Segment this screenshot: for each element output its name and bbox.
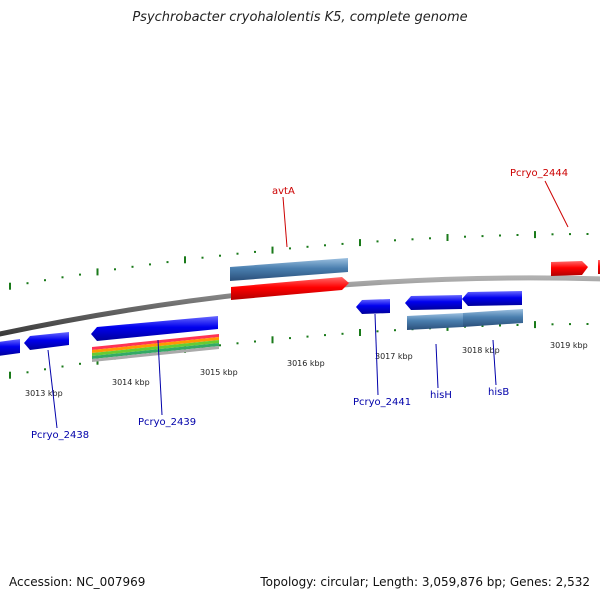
gene-arrow[interactable] [91, 316, 218, 341]
multi-feature-stack [92, 334, 219, 362]
gene-label-pcryo-2441[interactable]: Pcryo_2441 [353, 397, 411, 408]
upper-tick-row [9, 231, 589, 290]
gene-label-hish[interactable]: hisH [430, 390, 452, 401]
gene-label-hisb[interactable]: hisB [488, 387, 509, 398]
gene-label-avta[interactable]: avtA [272, 186, 295, 197]
gene-label-pcryo-2444[interactable]: Pcryo_2444 [510, 168, 568, 179]
ruler-label: 3019 kbp [550, 341, 588, 350]
gene-arrow[interactable] [462, 291, 522, 306]
ruler-label: 3016 kbp [287, 359, 325, 368]
gene-label-pcryo-2438[interactable]: Pcryo_2438 [31, 430, 89, 441]
map-title: Psychrobacter cryohalolentis K5, complet… [132, 10, 468, 25]
gene-labels: Pcryo_2438 Pcryo_2439 Pcryo_2441 hisH hi… [31, 168, 568, 441]
ruler-label: 3015 kbp [200, 368, 238, 377]
gene-arrow[interactable] [551, 261, 588, 276]
ruler-label: 3017 kbp [375, 352, 413, 361]
gene-arrow[interactable] [405, 295, 462, 310]
cds-features [230, 258, 523, 330]
genome-summary-text: Topology: circular; Length: 3,059,876 bp… [260, 575, 590, 589]
gene-label-pcryo-2439[interactable]: Pcryo_2439 [138, 417, 196, 428]
gene-arrow[interactable] [356, 299, 390, 314]
cds-box[interactable] [407, 313, 463, 330]
ruler-label: 3014 kbp [112, 378, 150, 387]
ruler-labels: 3013 kbp 3014 kbp 3015 kbp 3016 kbp 3017… [25, 341, 588, 398]
ruler-label: 3018 kbp [462, 346, 500, 355]
accession-text: Accession: NC_007969 [9, 575, 146, 589]
gene-arrow[interactable] [24, 332, 69, 350]
reverse-strand-genes [0, 291, 522, 356]
gene-arrow[interactable] [231, 277, 349, 300]
label-leaders [47, 180, 569, 429]
cds-box[interactable] [463, 309, 523, 327]
gene-arrow[interactable] [0, 339, 20, 356]
cds-box[interactable] [230, 258, 348, 281]
ruler-label: 3013 kbp [25, 389, 63, 398]
